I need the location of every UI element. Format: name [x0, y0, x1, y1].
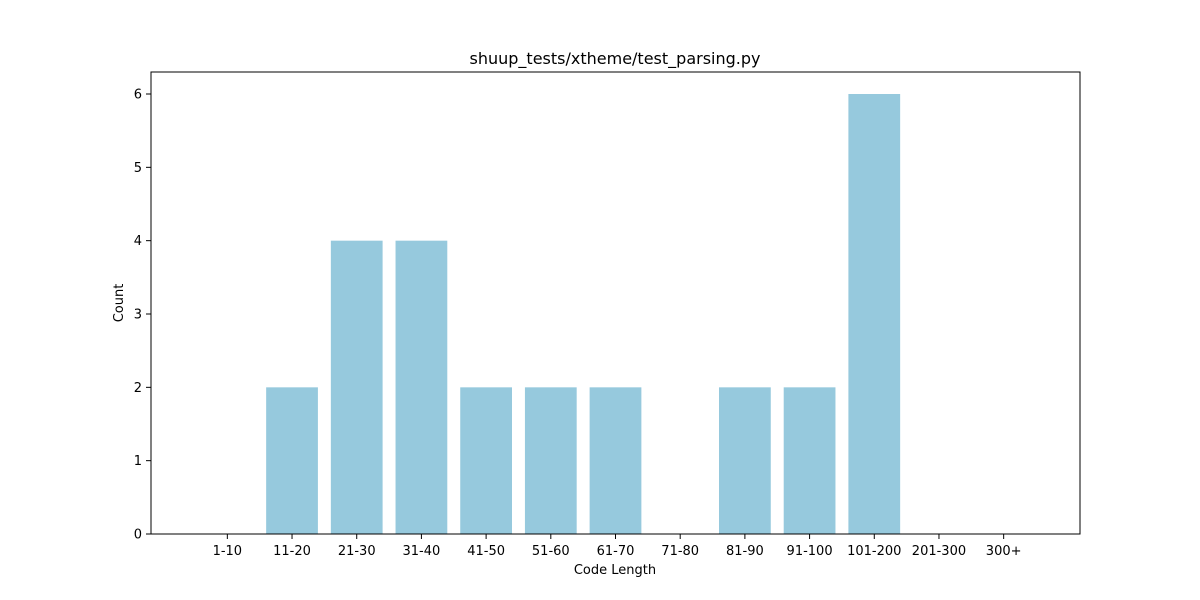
y-axis-label: Count: [112, 284, 127, 323]
y-tick-label: 0: [134, 528, 142, 543]
y-tick-label: 3: [134, 308, 142, 323]
x-tick-label: 300+: [986, 544, 1022, 559]
x-tick-label: 21-30: [338, 544, 376, 559]
chart-title: shuup_tests/xtheme/test_parsing.py: [470, 49, 761, 69]
x-tick-label: 101-200: [847, 544, 901, 559]
y-tick-label: 5: [134, 161, 142, 176]
plot-frame: [150, 71, 1081, 535]
x-tick-label: 51-60: [532, 544, 570, 559]
bar-51-60: [524, 387, 577, 534]
bar-81-90: [719, 387, 771, 534]
x-tick-label: 201-300: [912, 544, 966, 559]
x-tick-label: 31-40: [403, 544, 441, 559]
x-axis-ticks: 1-10 11-20 21-30 31-40 41-50 51-60 61-70 71-80 8…: [213, 534, 1022, 559]
bar-11-20: [266, 387, 318, 534]
x-tick-label: 11-20: [273, 544, 311, 559]
bar-31-40: [395, 240, 448, 534]
y-tick-label: 1: [134, 454, 142, 469]
x-tick-label: 61-70: [597, 544, 635, 559]
x-tick-label: 71-80: [661, 544, 699, 559]
x-tick-label: 91-100: [787, 544, 833, 559]
bar-61-70: [589, 387, 642, 534]
bar-21-30: [330, 240, 383, 534]
bar-91-100: [783, 387, 836, 534]
x-tick-label: 81-90: [726, 544, 764, 559]
x-tick-label: 1-10: [213, 544, 243, 559]
bar-41-50: [460, 387, 512, 534]
bar-101-200: [848, 94, 901, 534]
y-tick-label: 4: [134, 234, 142, 249]
y-tick-label: 2: [134, 381, 142, 396]
x-tick-label: 41-50: [467, 544, 505, 559]
y-axis-ticks: 0 1 2 3 4 5 6: [134, 88, 151, 543]
x-axis-label: Code Length: [574, 563, 656, 578]
y-tick-label: 6: [134, 88, 142, 103]
bars-layer: [266, 94, 901, 534]
